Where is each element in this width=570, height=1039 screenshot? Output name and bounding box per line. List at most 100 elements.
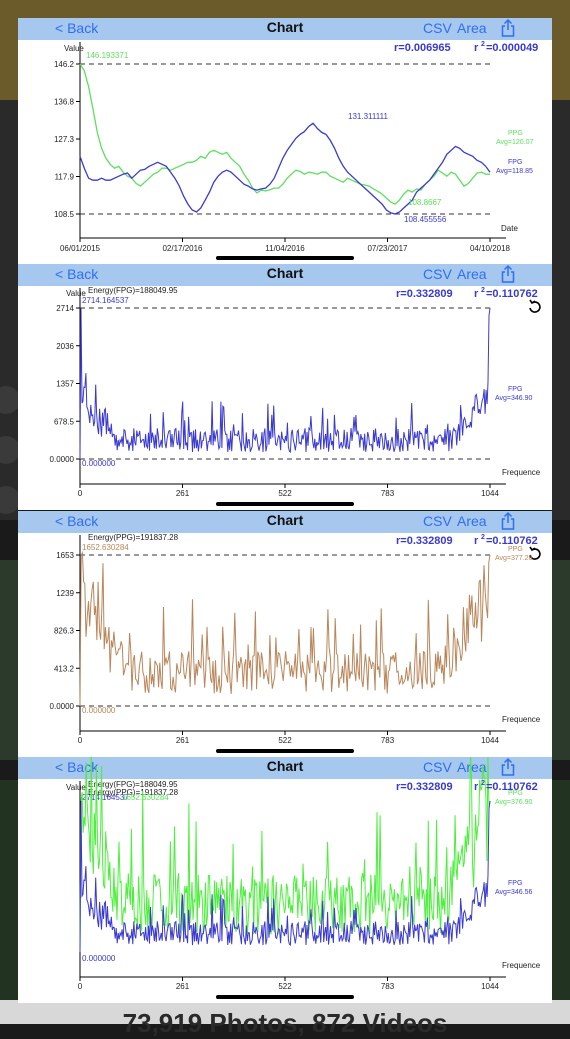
rotate-icon[interactable] [529,299,541,313]
legend-fpg-avg: Avg=346.56 [495,889,533,896]
home-indicator [216,749,354,753]
r-label: r=0.006965 [394,42,451,54]
y-axis-label: Value [66,783,86,792]
share-icon[interactable] [500,18,516,38]
energy-label-fpg: Energy(FPG)=188049.95 [88,780,178,789]
r2-value: =0.110762 [486,288,538,300]
legend-fpg-avg: Avg=118.85 [496,168,533,175]
y-tick-label: 0.0000 [50,702,75,711]
area-button[interactable]: Area [457,513,487,529]
rotate-icon[interactable] [529,546,541,560]
y-tick-label: 2714 [56,304,74,313]
x-axis-label: Frequence [502,468,541,477]
max-label: 1652.630284 [82,543,129,552]
r2-label: r [474,781,479,793]
min-label: 0.000000 [82,459,116,468]
back-button[interactable]: < Back [55,266,99,282]
min-label: 0.000000 [82,706,116,715]
x-tick-label: 261 [176,982,190,991]
chart-panel-1: < Back Chart CSV Area Value Date 146.2 13… [18,18,552,264]
x-tick-label: 11/04/2016 [265,244,305,253]
y-tick-label: 1357 [56,380,74,389]
y-tick-label: 678.5 [54,417,75,426]
series-line-fpg [79,800,491,953]
x-tick-label: 522 [278,736,292,745]
r2-label: r [474,288,479,300]
home-indicator [216,256,354,260]
x-tick-label: 02/17/2016 [162,244,203,253]
csv-button[interactable]: CSV [423,759,452,775]
r2-superscript: 2 [481,534,485,541]
r2-label: r [474,535,479,547]
series-line-ppg [79,63,490,205]
energy-label: Energy(FPG)=188049.95 [88,286,178,295]
back-button[interactable]: < Back [55,759,99,775]
legend-fpg-name: FPG [508,880,522,887]
r-label: r=0.332809 [396,781,453,793]
home-indicator [216,995,354,999]
back-button[interactable]: < Back [55,513,99,529]
x-tick-label: 04/10/2018 [470,244,511,253]
back-button[interactable]: < Back [55,20,99,36]
energy-label-ppg: Energy(PPG)=191837.28 [88,788,179,797]
y-tick-label: 1653 [56,551,74,560]
legend-fpg-name: FPG [508,386,522,393]
series-line-fpg [79,307,491,460]
r2-value: =0.000049 [486,42,538,54]
r2-superscript: 2 [481,41,485,48]
max-label-fpg: 2714.164537 [82,793,129,802]
r-label: r=0.332809 [396,288,453,300]
chart-2: Value Energy(FPG)=188049.95 Frequence 27… [50,286,541,498]
y-tick-label: 136.8 [54,98,75,107]
y-tick-label: 826.3 [54,627,75,636]
max-fpg-label: 131.311111 [348,112,388,121]
share-icon[interactable] [500,511,516,531]
chart-3: Energy(PPG)=191837.28 Frequence 1653 1239… [50,533,541,745]
x-tick-label: 07/23/2017 [367,244,408,253]
x-tick-label: 783 [381,736,395,745]
series-line-ppg [79,550,491,707]
x-axis-label: Frequence [502,715,541,724]
y-tick-label: 146.2 [54,60,75,69]
r2-value: =0.110762 [486,535,538,547]
y-tick-label: 413.2 [54,664,75,673]
chart-4: Value Energy(FPG)=188049.95 Energy(PPG)=… [66,757,541,991]
csv-button[interactable]: CSV [423,20,452,36]
x-tick-label: 1044 [481,736,499,745]
area-button[interactable]: Area [457,20,487,36]
area-button[interactable]: Area [457,266,487,282]
area-button[interactable]: Area [457,759,487,775]
nav-bar: < Back Chart CSV Area [18,264,552,286]
share-icon[interactable] [500,264,516,284]
max-label: 2714.164537 [82,296,129,305]
x-tick-label: 0 [78,736,83,745]
r-label: r=0.332809 [396,535,453,547]
x-tick-label: 1044 [481,982,499,991]
nav-bar: < Back Chart CSV Area [18,18,552,40]
series-line-fpg [79,122,491,215]
csv-button[interactable]: CSV [423,513,452,529]
max-ppg-label: 146.193371 [86,51,129,60]
csv-button[interactable]: CSV [423,266,452,282]
x-tick-label: 783 [381,982,395,991]
y-axis-label: Value [64,44,84,53]
legend-fpg-avg: Avg=346.90 [495,395,533,402]
x-axis-label: Date [501,224,518,233]
x-tick-label: 0 [78,489,83,498]
chart-1: Value Date 146.2 136.8 127.3 117.9 108.5 06/… [54,41,538,253]
r2-label: r [474,42,479,54]
series-line-ppg [79,757,491,953]
y-tick-label: 0.0000 [50,455,75,464]
y-tick-label: 1239 [56,589,74,598]
legend-ppg-name: PPG [508,130,523,137]
y-tick-label: 2036 [56,342,74,351]
x-tick-label: 783 [381,489,395,498]
x-axis-label: Frequence [502,961,541,970]
legend-ppg-avg: Avg=376.90 [495,799,533,806]
x-tick-label: 06/01/2015 [60,244,101,253]
share-icon[interactable] [500,757,516,777]
energy-label: Energy(PPG)=191837.28 [88,533,179,542]
legend-ppg-avg: Avg=120.07 [496,139,534,146]
r2-superscript: 2 [481,780,485,787]
r2-value: =0.110762 [486,781,538,793]
